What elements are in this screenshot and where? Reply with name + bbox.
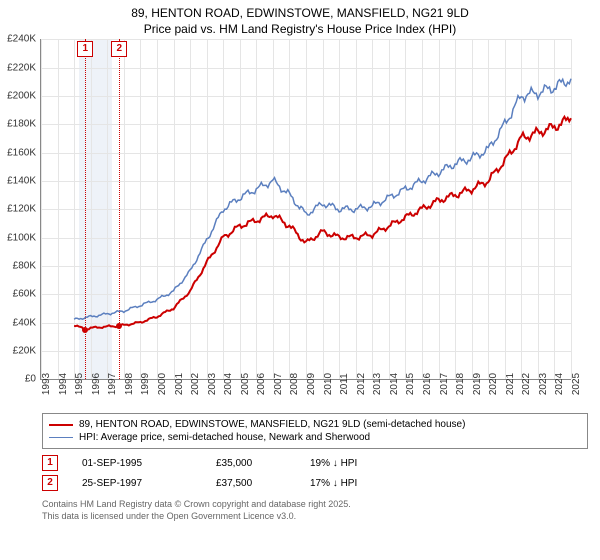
y-axis-label: £200K: [0, 90, 36, 101]
title-line-2: Price paid vs. HM Land Registry's House …: [0, 22, 600, 38]
legend-label-hpi: HPI: Average price, semi-detached house,…: [79, 432, 370, 443]
x-axis-label: 2004: [223, 373, 234, 395]
x-axis-label: 2017: [439, 373, 450, 395]
sale-date: 25-SEP-1997: [82, 478, 192, 489]
x-axis-label: 2006: [256, 373, 267, 395]
y-axis-label: £120K: [0, 204, 36, 215]
sale-point: [116, 323, 122, 329]
series-line-property: [74, 117, 571, 330]
y-axis-label: £60K: [0, 289, 36, 300]
x-axis-label: 2002: [190, 373, 201, 395]
x-axis-label: 2025: [571, 373, 582, 395]
x-axis-label: 2005: [240, 373, 251, 395]
x-axis-label: 2022: [521, 373, 532, 395]
plot-region: £0£20K£40K£60K£80K£100K£120K£140K£160K£1…: [40, 39, 571, 380]
y-axis-label: £0: [0, 374, 36, 385]
x-axis-label: 1995: [74, 373, 85, 395]
series-line-hpi: [74, 79, 571, 320]
sale-date: 01-SEP-1995: [82, 458, 192, 469]
sales-table: 1 01-SEP-1995 £35,000 19% ↓ HPI 2 25-SEP…: [42, 453, 588, 493]
title-line-1: 89, HENTON ROAD, EDWINSTOWE, MANSFIELD, …: [0, 6, 600, 22]
x-axis-label: 1994: [58, 373, 69, 395]
x-axis-label: 2019: [472, 373, 483, 395]
footnote-line-2: This data is licensed under the Open Gov…: [42, 511, 588, 523]
x-axis-label: 2014: [389, 373, 400, 395]
x-axis-label: 2010: [323, 373, 334, 395]
x-axis-label: 1999: [140, 373, 151, 395]
sale-marker-top: 1: [77, 41, 93, 57]
y-axis-label: £180K: [0, 119, 36, 130]
x-axis-label: 2020: [488, 373, 499, 395]
sales-row: 2 25-SEP-1997 £37,500 17% ↓ HPI: [42, 473, 588, 493]
legend-label-property: 89, HENTON ROAD, EDWINSTOWE, MANSFIELD, …: [79, 419, 465, 430]
x-axis-label: 2018: [455, 373, 466, 395]
x-axis-label: 2008: [289, 373, 300, 395]
footnote: Contains HM Land Registry data © Crown c…: [42, 499, 588, 522]
x-axis-label: 1996: [91, 373, 102, 395]
x-axis-label: 2021: [505, 373, 516, 395]
x-axis-label: 2016: [422, 373, 433, 395]
x-axis-label: 2009: [306, 373, 317, 395]
chart-title: 89, HENTON ROAD, EDWINSTOWE, MANSFIELD, …: [0, 0, 600, 39]
sale-price: £35,000: [216, 458, 286, 469]
sales-row: 1 01-SEP-1995 £35,000 19% ↓ HPI: [42, 453, 588, 473]
x-axis-label: 1993: [41, 373, 52, 395]
sale-delta: 19% ↓ HPI: [310, 458, 400, 469]
legend: 89, HENTON ROAD, EDWINSTOWE, MANSFIELD, …: [42, 413, 588, 449]
x-axis-label: 2023: [538, 373, 549, 395]
y-axis-label: £240K: [0, 34, 36, 45]
y-axis-label: £100K: [0, 232, 36, 243]
chart-container: 89, HENTON ROAD, EDWINSTOWE, MANSFIELD, …: [0, 0, 600, 560]
sale-point: [82, 327, 88, 333]
sale-delta: 17% ↓ HPI: [310, 478, 400, 489]
y-axis-label: £220K: [0, 62, 36, 73]
x-axis-label: 2000: [157, 373, 168, 395]
x-axis-label: 2001: [174, 373, 185, 395]
legend-item-hpi: HPI: Average price, semi-detached house,…: [49, 431, 581, 444]
x-axis-label: 2013: [372, 373, 383, 395]
x-axis-label: 2011: [339, 373, 350, 395]
sale-marker-top: 2: [111, 41, 127, 57]
x-axis-label: 2012: [356, 373, 367, 395]
sale-price: £37,500: [216, 478, 286, 489]
sale-marker-1: 1: [42, 455, 58, 471]
legend-item-property: 89, HENTON ROAD, EDWINSTOWE, MANSFIELD, …: [49, 418, 581, 431]
x-axis-label: 1997: [107, 373, 118, 395]
x-axis-label: 2024: [554, 373, 565, 395]
legend-swatch-property: [49, 424, 73, 426]
y-axis-label: £20K: [0, 345, 36, 356]
x-axis-label: 1998: [124, 373, 135, 395]
legend-swatch-hpi: [49, 437, 73, 438]
y-axis-label: £140K: [0, 175, 36, 186]
footnote-line-1: Contains HM Land Registry data © Crown c…: [42, 499, 588, 511]
x-axis-label: 2015: [405, 373, 416, 395]
y-axis-label: £160K: [0, 147, 36, 158]
y-axis-label: £80K: [0, 260, 36, 271]
y-axis-label: £40K: [0, 317, 36, 328]
chart-area: £0£20K£40K£60K£80K£100K£120K£140K£160K£1…: [40, 39, 600, 409]
sale-marker-2: 2: [42, 475, 58, 491]
x-axis-label: 2003: [207, 373, 218, 395]
x-axis-label: 2007: [273, 373, 284, 395]
